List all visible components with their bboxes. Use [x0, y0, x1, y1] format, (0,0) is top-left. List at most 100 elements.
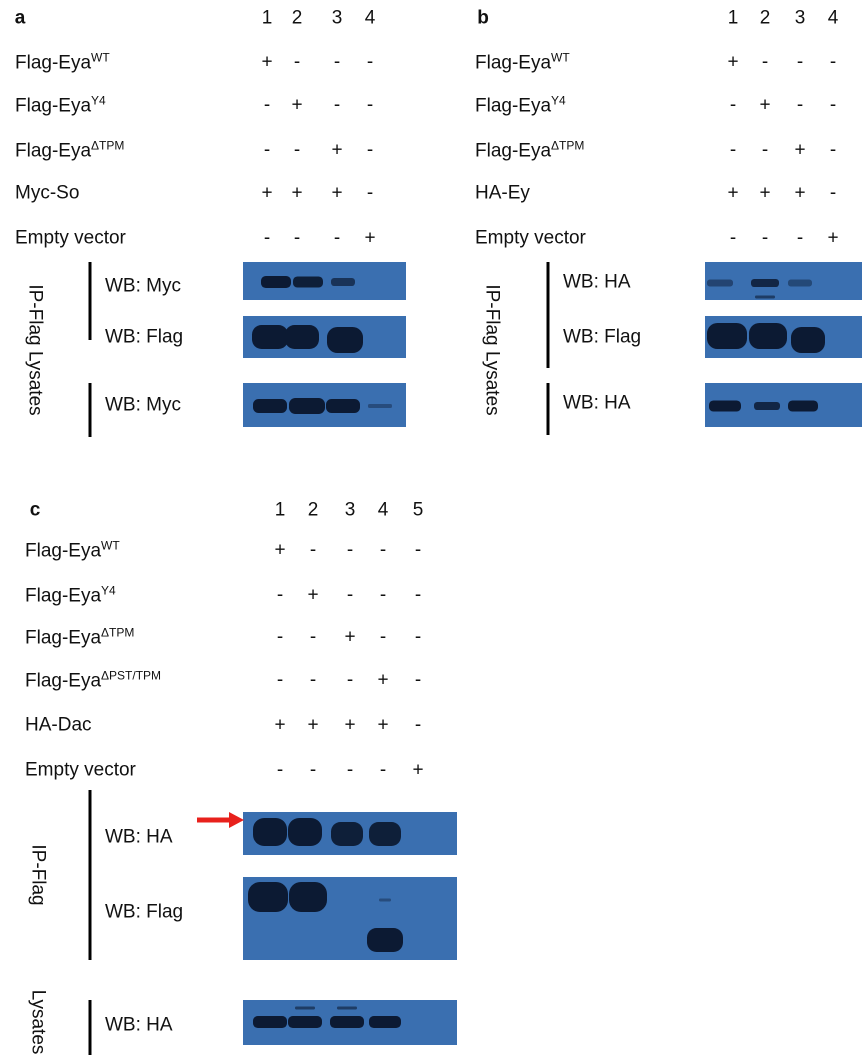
lane-number: 3: [332, 9, 343, 28]
sign: +: [291, 96, 302, 115]
condition-label: Flag-EyaWT: [15, 52, 110, 73]
blot-label: WB: Flag: [105, 328, 183, 347]
band: [252, 325, 288, 349]
lane-number: 3: [795, 9, 806, 28]
sign: +: [412, 761, 423, 780]
condition-label: Flag-EyaY4: [15, 95, 106, 116]
sign: -: [294, 141, 300, 160]
sign: +: [727, 184, 738, 203]
sign: +: [274, 716, 285, 735]
sign: -: [797, 229, 803, 248]
band: [707, 323, 747, 349]
condition-superscript: Y4: [101, 584, 116, 598]
sign: -: [264, 96, 270, 115]
sign: +: [307, 716, 318, 735]
band: [788, 401, 818, 412]
side-label: IP-Flag Lysates: [26, 284, 45, 415]
sign: -: [310, 671, 316, 690]
sign: -: [415, 541, 421, 560]
sign: -: [730, 229, 736, 248]
condition-superscript: ΔTPM: [91, 139, 124, 153]
condition-label: HA-Dac: [25, 716, 92, 735]
sign: +: [827, 229, 838, 248]
sign: -: [830, 141, 836, 160]
band: [331, 278, 355, 286]
sign: -: [294, 229, 300, 248]
condition-label: HA-Ey: [475, 184, 530, 203]
condition-label: Flag-EyaWT: [475, 52, 570, 73]
sign: -: [730, 96, 736, 115]
sign: -: [277, 671, 283, 690]
band: [369, 1016, 401, 1028]
band: [331, 822, 363, 846]
sign: -: [347, 586, 353, 605]
band: [289, 882, 327, 912]
sign: +: [344, 628, 355, 647]
sign: +: [727, 53, 738, 72]
sign: -: [830, 53, 836, 72]
band: [330, 1016, 364, 1028]
condition-label: Myc-So: [15, 184, 79, 203]
sign: +: [794, 184, 805, 203]
sign: +: [377, 671, 388, 690]
band: [253, 399, 287, 413]
sign: -: [347, 541, 353, 560]
sign: -: [264, 141, 270, 160]
sign: -: [347, 671, 353, 690]
sign: -: [277, 628, 283, 647]
band: [791, 327, 825, 353]
lane-number: 2: [292, 9, 303, 28]
sign: -: [415, 628, 421, 647]
sign: -: [294, 53, 300, 72]
condition-label: Flag-EyaY4: [25, 585, 116, 606]
condition-label: Flag-EyaY4: [475, 95, 566, 116]
lane-number: 1: [728, 9, 739, 28]
panel-letter: c: [30, 501, 41, 520]
sign: +: [274, 541, 285, 560]
band: [709, 401, 741, 412]
sign: -: [762, 229, 768, 248]
sign: -: [367, 96, 373, 115]
blot-label: WB: HA: [105, 1016, 173, 1035]
band: [289, 398, 325, 414]
side-label: IP-Flag Lysates: [483, 284, 502, 415]
panel-letter: b: [477, 9, 489, 28]
sign: +: [291, 184, 302, 203]
band: [751, 279, 779, 287]
blot-label: WB: HA: [563, 273, 631, 292]
condition-label: Flag-EyaΔTPM: [475, 140, 584, 161]
sign: -: [310, 541, 316, 560]
sign: -: [310, 628, 316, 647]
band: [288, 1016, 322, 1028]
condition-label: Empty vector: [15, 229, 126, 248]
sign: -: [762, 53, 768, 72]
blot-label: WB: HA: [105, 828, 173, 847]
band: [379, 899, 391, 902]
sign: +: [377, 716, 388, 735]
band: [326, 399, 360, 413]
sign: -: [830, 184, 836, 203]
sign: +: [261, 184, 272, 203]
condition-label: Flag-EyaWT: [25, 540, 120, 561]
figure: a1234Flag-EyaWT+---Flag-EyaY4-+--Flag-Ey…: [0, 0, 862, 1055]
lane-number: 2: [308, 501, 319, 520]
condition-label: Empty vector: [475, 229, 586, 248]
sign: -: [367, 141, 373, 160]
condition-superscript: WT: [551, 51, 570, 65]
condition-superscript: Y4: [551, 94, 566, 108]
lane-number: 4: [828, 9, 839, 28]
blot-label: WB: Myc: [105, 277, 181, 296]
condition-superscript: ΔTPM: [551, 139, 584, 153]
sign: -: [334, 229, 340, 248]
sign: -: [334, 53, 340, 72]
band: [337, 1007, 357, 1010]
sign: +: [307, 586, 318, 605]
condition-superscript: ΔTPM: [101, 626, 134, 640]
sign: -: [797, 96, 803, 115]
side-label: Lysates: [29, 990, 48, 1055]
blot-label: WB: Myc: [105, 396, 181, 415]
condition-superscript: WT: [91, 51, 110, 65]
sign: -: [264, 229, 270, 248]
sign: -: [415, 586, 421, 605]
band: [293, 277, 323, 288]
